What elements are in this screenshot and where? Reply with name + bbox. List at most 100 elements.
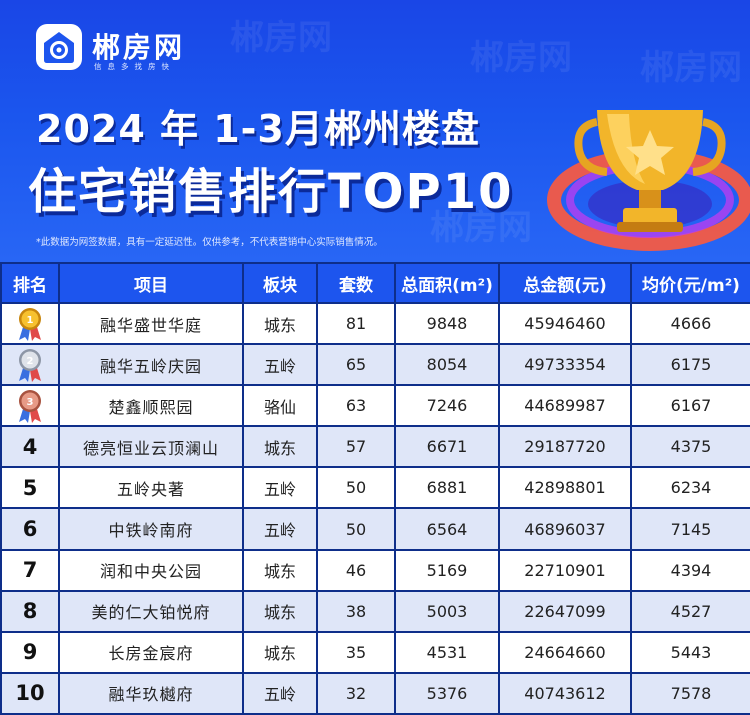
avg-price-cell: 6175 [630,343,750,387]
avg-price-cell: 6167 [630,384,750,428]
col-header-district: 板块 [242,262,318,304]
district-cell: 城东 [242,589,318,633]
units-cell: 57 [316,425,396,469]
rank-cell: 1 [0,301,60,346]
watermark: 郴房网 [230,18,332,58]
project-cell: 中铁岭南府 [58,507,244,551]
col-header-amount: 总金额(元) [498,262,632,304]
watermark: 郴房网 [640,48,742,88]
amount-cell: 40743612 [498,671,632,715]
table-row: 8 美的仁大铂悦府 城东 38 5003 22647099 4527 [0,589,750,633]
units-cell: 35 [316,630,396,674]
rank-cell: 5 [0,466,60,510]
disclaimer-text: *此数据为网签数据，具有一定延迟性。仅供参考，不代表营销中心实际销售情况。 [36,237,383,248]
avg-price-cell: 7145 [630,507,750,551]
amount-cell: 46896037 [498,507,632,551]
avg-price-cell: 4666 [630,301,750,346]
area-cell: 6881 [394,466,500,510]
table-row: 10 融华玖樾府 五岭 32 5376 40743612 7578 [0,671,750,715]
table-header-row: 排名 项目 板块 套数 总面积(m²) 总金额(元) 均价(元/m²) [0,262,750,304]
page-title-line1: 2024 年 1-3月郴州楼盘 [36,107,480,151]
col-header-project: 项目 [58,262,244,304]
rank-cell: 2 [0,343,60,387]
area-cell: 6564 [394,507,500,551]
district-cell: 城东 [242,630,318,674]
rank-number: 1 [27,315,34,326]
rank-cell: 10 [0,671,60,715]
district-cell: 五岭 [242,507,318,551]
brand-slogan: 信息多找房快 [94,62,175,71]
rank-cell: 8 [0,589,60,633]
project-cell: 融华玖樾府 [58,671,244,715]
table-row: 9 长房金宸府 城东 35 4531 24664660 5443 [0,630,750,674]
area-cell: 5376 [394,671,500,715]
avg-price-cell: 5443 [630,630,750,674]
table-row: 6 中铁岭南府 五岭 50 6564 46896037 7145 [0,507,750,551]
table-row: 4 德亮恒业云顶澜山 城东 57 6671 29187720 4375 [0,425,750,469]
project-cell: 融华五岭庆园 [58,343,244,387]
project-cell: 德亮恒业云顶澜山 [58,425,244,469]
avg-price-cell: 4394 [630,548,750,592]
units-cell: 50 [316,507,396,551]
rank-number: 2 [27,356,34,367]
units-cell: 32 [316,671,396,715]
page-title-line2: 住宅销售排行TOP10 [28,164,514,220]
units-cell: 46 [316,548,396,592]
rank-cell: 4 [0,425,60,469]
rank-cell: 3 [0,384,60,428]
project-cell: 楚鑫顺熙园 [58,384,244,428]
district-cell: 五岭 [242,466,318,510]
district-cell: 城东 [242,425,318,469]
col-header-area: 总面积(m²) [394,262,500,304]
col-header-avg-price: 均价(元/m²) [630,262,750,304]
gold-medal-icon: 1 [19,307,41,341]
table-row: 1 融华盛世华庭 城东 81 9848 45946460 4666 [0,301,750,346]
amount-cell: 42898801 [498,466,632,510]
area-cell: 5169 [394,548,500,592]
avg-price-cell: 7578 [630,671,750,715]
district-cell: 五岭 [242,343,318,387]
district-cell: 城东 [242,301,318,346]
brand-logo-icon [36,24,82,70]
rank-cell: 9 [0,630,60,674]
table-row: 2 融华五岭庆园 五岭 65 8054 49733354 6175 [0,343,750,387]
table-row: 3 楚鑫顺熙园 骆仙 63 7246 44689987 6167 [0,384,750,428]
area-cell: 9848 [394,301,500,346]
units-cell: 38 [316,589,396,633]
area-cell: 6671 [394,425,500,469]
brand-name: 郴房网 [92,31,186,64]
district-cell: 城东 [242,548,318,592]
bronze-medal-icon: 3 [19,389,41,423]
units-cell: 50 [316,466,396,510]
rank-cell: 6 [0,507,60,551]
watermark: 郴房网 [430,208,532,248]
amount-cell: 29187720 [498,425,632,469]
col-header-units: 套数 [316,262,396,304]
units-cell: 81 [316,301,396,346]
amount-cell: 24664660 [498,630,632,674]
rank-number: 3 [27,397,34,408]
amount-cell: 44689987 [498,384,632,428]
silver-medal-icon: 2 [19,348,41,382]
amount-cell: 22647099 [498,589,632,633]
table-row: 5 五岭央著 五岭 50 6881 42898801 6234 [0,466,750,510]
district-cell: 五岭 [242,671,318,715]
amount-cell: 49733354 [498,343,632,387]
project-cell: 润和中央公园 [58,548,244,592]
project-cell: 美的仁大铂悦府 [58,589,244,633]
watermark: 郴房网 [470,38,572,78]
area-cell: 5003 [394,589,500,633]
amount-cell: 22710901 [498,548,632,592]
header-banner: 郴房网 郴房网 郴房网 郴房网 郴房网 信息多找房快 2024 年 1-3月郴州… [0,0,750,262]
area-cell: 4531 [394,630,500,674]
project-cell: 五岭央著 [58,466,244,510]
avg-price-cell: 4375 [630,425,750,469]
ranking-table: 排名 项目 板块 套数 总面积(m²) 总金额(元) 均价(元/m²) 1 融华盛… [0,262,750,715]
trophy-icon [547,110,750,251]
amount-cell: 45946460 [498,301,632,346]
district-cell: 骆仙 [242,384,318,428]
units-cell: 65 [316,343,396,387]
table-row: 7 润和中央公园 城东 46 5169 22710901 4394 [0,548,750,592]
units-cell: 63 [316,384,396,428]
project-cell: 长房金宸府 [58,630,244,674]
